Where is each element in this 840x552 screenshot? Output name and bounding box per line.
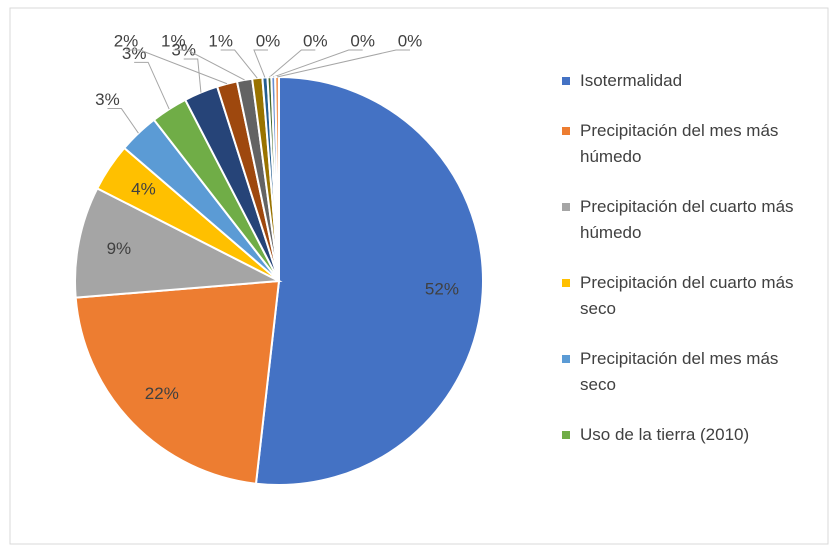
legend-label: Uso de la tierra (2010): [580, 425, 750, 444]
legend-swatch: [562, 431, 570, 439]
leader-line: [276, 49, 410, 78]
leader-line: [134, 61, 170, 110]
legend-label: Isotermalidad: [580, 71, 683, 90]
legend-label: Precipitación del mes más seco: [580, 349, 779, 394]
data-label: 3%: [122, 44, 147, 63]
pie-slice: [254, 75, 484, 486]
legend-item: Precipitación del cuarto más húmedo: [562, 194, 812, 246]
leader-line: [273, 49, 363, 78]
data-label: 1%: [208, 31, 233, 50]
data-label: 52%: [425, 280, 459, 299]
data-label: 0%: [398, 31, 423, 50]
legend-item: Precipitación del mes más húmedo: [562, 118, 812, 170]
data-label: 3%: [95, 90, 120, 109]
pie-slice: [74, 279, 281, 485]
legend-item: Isotermalidad: [562, 68, 812, 94]
data-label: 4%: [131, 180, 156, 199]
data-label: 22%: [145, 384, 179, 403]
leader-line: [253, 49, 268, 78]
legend-swatch: [562, 203, 570, 211]
leader-line: [173, 49, 245, 81]
leader-line: [107, 108, 139, 134]
legend-label: Precipitación del mes más húmedo: [580, 121, 779, 166]
legend-swatch: [562, 279, 570, 287]
leader-line: [220, 49, 258, 79]
data-label: 0%: [303, 31, 328, 50]
leader-line: [126, 49, 228, 85]
data-label: 0%: [350, 31, 375, 50]
legend: Isotermalidad Precipitación del mes más h…: [562, 68, 812, 472]
legend-label: Precipitación del cuarto más húmedo: [580, 197, 794, 242]
data-label: 9%: [107, 239, 132, 258]
data-label: 2%: [114, 31, 139, 50]
leader-line: [269, 49, 316, 78]
legend-item: Uso de la tierra (2010): [562, 422, 812, 448]
pie-slice: [74, 187, 283, 299]
legend-label: Precipitación del cuarto más seco: [580, 273, 794, 318]
legend-swatch: [562, 77, 570, 85]
data-label: 0%: [256, 31, 281, 50]
data-label: 1%: [161, 31, 186, 50]
legend-swatch: [562, 127, 570, 135]
leader-line: [183, 58, 202, 93]
legend-item: Precipitación del cuarto más seco: [562, 270, 812, 322]
legend-item: Precipitación del mes más seco: [562, 346, 812, 398]
legend-swatch: [562, 355, 570, 363]
